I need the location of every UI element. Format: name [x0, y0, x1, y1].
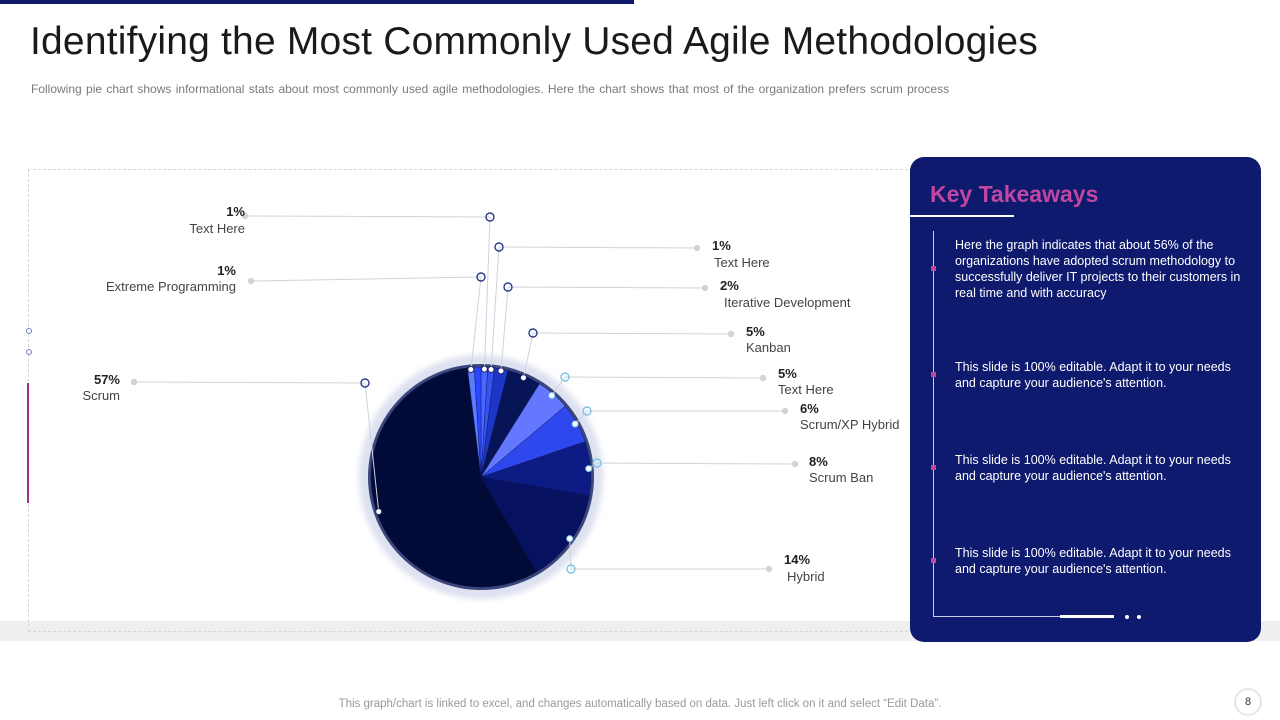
bullet-marker: [931, 266, 936, 271]
leader-marker: [497, 367, 505, 375]
takeaway-item: This slide is 100% editable. Adapt it to…: [955, 546, 1231, 576]
leader-elbow-marker: [503, 282, 513, 292]
leader-line: [500, 286, 706, 371]
leader-line: [490, 246, 698, 370]
slice-name-label: Scrum: [82, 388, 120, 403]
leader-marker: [585, 465, 593, 473]
key-takeaways-title: Key Takeaways: [930, 181, 1099, 207]
leader-line: [551, 376, 764, 396]
leader-end-dot: [693, 244, 701, 252]
leader-elbow-marker: [485, 212, 495, 222]
leader-end-dot: [791, 460, 799, 468]
page-subtitle: Following pie chart shows informational …: [31, 82, 950, 96]
slice-name-label: Iterative Development: [724, 295, 851, 310]
leader-elbow-marker: [528, 328, 538, 338]
slice-value-label: 1%: [712, 238, 731, 253]
takeaway-item: This slide is 100% editable. Adapt it to…: [955, 360, 1231, 390]
leader-marker: [520, 374, 527, 382]
timeline-base-line: [933, 616, 1060, 617]
bullet-marker: [931, 558, 936, 563]
top-accent-bar: [0, 0, 634, 4]
slice-name-label: Text Here: [778, 382, 834, 397]
leader-elbow-marker: [560, 372, 570, 382]
key-takeaways-panel: Key Takeaways Here the graph indicates t…: [910, 157, 1261, 642]
side-dot-icon: [26, 328, 32, 334]
leader-marker: [548, 392, 556, 399]
pie-slice: [473, 366, 482, 478]
leader-elbow-marker: [494, 242, 504, 252]
page-number: 8: [1234, 688, 1262, 716]
leader-elbow-marker: [360, 378, 370, 388]
leader-marker: [571, 420, 579, 428]
leader-elbow-marker: [476, 272, 486, 282]
leader-line: [569, 538, 769, 570]
footer-note: This graph/chart is linked to excel, and…: [338, 698, 942, 710]
takeaway-item: This slide is 100% editable. Adapt it to…: [955, 453, 1231, 483]
pager-dash: [1060, 615, 1114, 618]
leader-line: [250, 276, 482, 370]
leader-marker: [487, 366, 495, 373]
leader-end-dot: [727, 330, 735, 338]
leader-line: [133, 381, 380, 512]
slice-value-label: 6%: [800, 401, 819, 416]
leader-end-dot: [701, 284, 709, 292]
slice-value-label: 2%: [720, 278, 739, 293]
leader-end-dot: [781, 407, 789, 415]
bullet-marker: [931, 465, 936, 470]
slice-value-label: 5%: [746, 324, 765, 339]
side-dot-icon: [26, 349, 32, 355]
leader-end-dot: [759, 374, 767, 382]
leader-line: [574, 410, 785, 425]
slice-name-label: Kanban: [746, 340, 791, 355]
leader-line: [244, 215, 491, 370]
leader-end-dot: [241, 212, 249, 220]
leader-elbow-marker: [582, 406, 592, 416]
leader-marker: [375, 508, 383, 516]
page-title: Identifying the Most Commonly Used Agile…: [30, 20, 1038, 63]
leader-end-dot: [765, 565, 773, 573]
slice-name-label: Text Here: [189, 221, 245, 236]
slice-name-label: Scrum Ban: [809, 470, 873, 485]
slice-name-label: Scrum/XP Hybrid: [800, 417, 899, 432]
leader-elbow-marker: [592, 458, 602, 468]
pager-dot: [1137, 615, 1141, 619]
slice-value-label: 5%: [778, 366, 797, 381]
slice-name-label: Extreme Programming: [106, 279, 236, 294]
leader-marker: [467, 366, 475, 373]
leader-line: [588, 462, 796, 470]
slice-name-label: Hybrid: [787, 569, 825, 584]
slice-value-label: 1%: [226, 204, 245, 219]
side-accent-bar: [27, 383, 29, 503]
leader-elbow-marker: [566, 564, 576, 574]
title-underline: [910, 215, 1014, 217]
leader-end-dot: [130, 378, 138, 386]
slice-value-label: 57%: [94, 372, 120, 387]
bullet-marker: [931, 372, 936, 377]
leader-marker: [566, 535, 574, 543]
pager-dot: [1125, 615, 1129, 619]
leader-marker: [480, 365, 488, 373]
slice-value-label: 1%: [217, 263, 236, 278]
leader-end-dot: [247, 277, 255, 285]
leader-line: [523, 332, 732, 378]
slice-value-label: 14%: [784, 552, 810, 567]
takeaway-item: Here the graph indicates that about 56% …: [955, 238, 1241, 300]
slice-value-label: 8%: [809, 454, 828, 469]
timeline-line: [933, 231, 934, 617]
slice-name-label: Text Here: [714, 255, 770, 270]
